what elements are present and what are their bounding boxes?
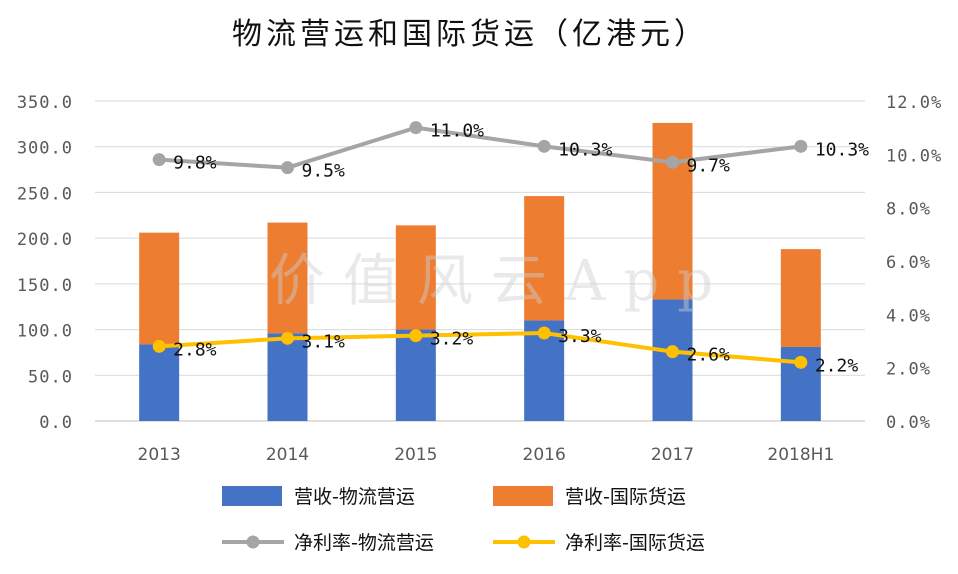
x-tick-label: 2014 <box>266 445 309 465</box>
gridlines <box>95 100 865 422</box>
bar-freight <box>395 225 436 330</box>
chart-title: 物流营运和国际货运（亿港元） <box>232 17 708 52</box>
data-label: 3.1% <box>302 331 346 352</box>
legend-swatch <box>493 486 553 506</box>
right-tick-label: 0.0% <box>886 413 931 433</box>
left-tick-label: 350.0 <box>17 93 73 113</box>
left-tick-label: 250.0 <box>17 184 73 204</box>
legend-swatch <box>222 486 282 506</box>
right-tick-label: 8.0% <box>886 200 931 220</box>
legend-marker <box>517 535 531 549</box>
x-tick-label: 2016 <box>523 445 566 465</box>
right-tick-label: 6.0% <box>886 253 931 273</box>
bar-logistics <box>652 299 693 421</box>
left-tick-label: 50.0 <box>28 367 73 387</box>
legend-item: 营收-国际货运 <box>493 486 686 508</box>
right-tick-label: 4.0% <box>886 306 931 326</box>
line-point <box>794 139 808 153</box>
data-label: 9.5% <box>302 161 346 182</box>
watermark: 价值风云App <box>269 249 731 314</box>
bar-logistics <box>395 329 436 421</box>
data-label: 2.8% <box>173 339 217 360</box>
data-label: 11.0% <box>430 121 484 142</box>
series-line-freight-margin <box>159 331 801 365</box>
line-point <box>409 329 423 343</box>
legend-label: 净利率-物流营运 <box>294 532 434 554</box>
line-point <box>152 339 166 353</box>
data-label: 3.3% <box>558 326 602 347</box>
line-point <box>281 331 294 345</box>
x-tick-label: 2017 <box>651 445 694 465</box>
line-point <box>281 161 294 175</box>
data-label: 2.6% <box>687 345 731 366</box>
data-label: 3.2% <box>430 329 474 350</box>
line-point <box>666 345 679 359</box>
left-tick-label: 100.0 <box>17 322 73 342</box>
bar-freight <box>139 232 180 345</box>
right-axis: 0.0% 2.0% 4.0% 6.0% 8.0% 10.0% 12.0% <box>886 93 942 433</box>
left-tick-label: 300.0 <box>17 139 73 159</box>
left-tick-label: 200.0 <box>17 230 73 250</box>
x-tick-label: 2018H1 <box>767 445 834 465</box>
left-tick-label: 150.0 <box>17 276 73 296</box>
left-axis: 0.0 50.0 100.0 150.0 200.0 250.0 300.0 350.0 <box>17 93 73 433</box>
bar-freight <box>652 122 693 300</box>
legend-marker <box>246 535 260 549</box>
bar-logistics <box>139 344 180 421</box>
lines: 9.8% 9.5% 11.0% 10.3% 9.7% 10.3% 2.8% 3.1% 3.2% 3… <box>152 121 869 376</box>
legend-item: 营收-物流营运 <box>222 486 415 508</box>
legend-label: 净利率-国际货运 <box>565 532 705 554</box>
legend-label: 营收-国际货运 <box>565 486 686 508</box>
line-point <box>537 139 551 153</box>
watermark-text: 价值风云App <box>269 249 731 314</box>
x-axis: 2013 2014 2015 2016 2017 2018H1 <box>138 445 835 465</box>
line-point <box>794 355 808 369</box>
data-label: 9.8% <box>173 153 217 174</box>
data-label: 9.7% <box>687 155 731 176</box>
line-point <box>666 155 679 169</box>
line-point <box>537 326 551 340</box>
line-point <box>152 153 166 167</box>
data-label: 2.2% <box>815 355 859 376</box>
bar-freight <box>780 249 821 347</box>
right-tick-label: 12.0% <box>886 93 942 113</box>
right-tick-label: 2.0% <box>886 360 931 380</box>
legend-item: 净利率-国际货运 <box>493 532 705 554</box>
line-point <box>409 121 423 135</box>
bar-logistics <box>267 333 308 421</box>
data-label: 10.3% <box>815 139 869 160</box>
left-tick-label: 0.0 <box>39 413 73 433</box>
bars <box>139 122 821 421</box>
bar-freight <box>267 222 308 334</box>
data-label: 10.3% <box>558 139 612 160</box>
x-tick-label: 2013 <box>138 445 181 465</box>
legend-item: 净利率-物流营运 <box>222 532 434 554</box>
bar-freight <box>524 196 565 321</box>
series-line-logistics-margin <box>159 125 802 170</box>
x-tick-label: 2015 <box>394 445 437 465</box>
right-tick-label: 10.0% <box>886 146 942 166</box>
legend-label: 营收-物流营运 <box>294 486 415 508</box>
